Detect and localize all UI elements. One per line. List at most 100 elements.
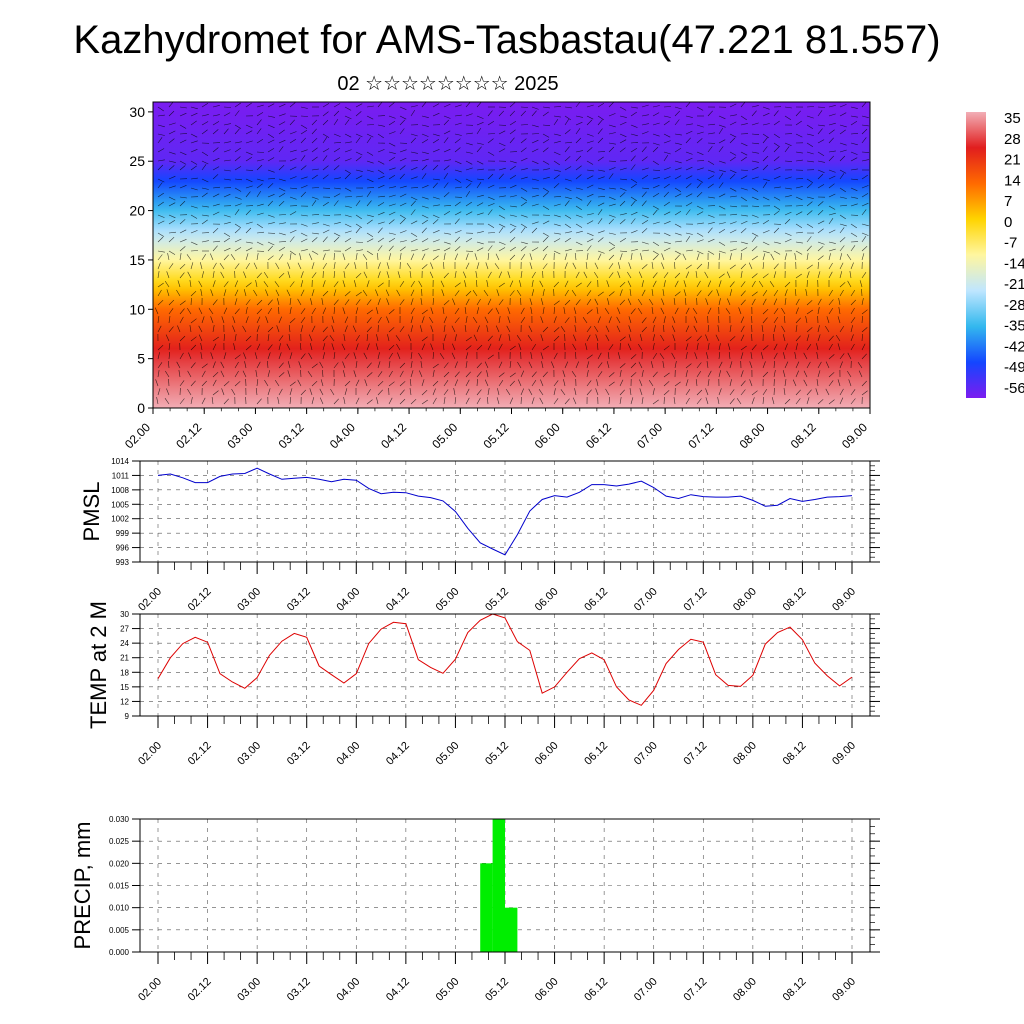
wind-arrow xyxy=(366,214,374,217)
wind-arrow xyxy=(465,336,472,342)
wind-arrow xyxy=(223,149,231,153)
wind-arrow xyxy=(454,186,462,189)
wind-arrow xyxy=(662,361,665,369)
wind-arrow xyxy=(201,219,208,225)
wind-arrow xyxy=(190,262,194,270)
x-tick-label: 08.12 xyxy=(781,740,809,768)
wind-arrow xyxy=(377,160,385,165)
wind-arrow xyxy=(322,236,328,243)
wind-arrow xyxy=(253,289,258,297)
wind-arrow xyxy=(816,379,819,387)
wind-arrow xyxy=(366,115,374,120)
wind-arrow xyxy=(560,326,566,333)
wind-arrow xyxy=(443,362,449,369)
wind-arrow xyxy=(762,220,770,225)
wind-arrow xyxy=(564,361,569,369)
wind-arrow xyxy=(463,271,467,279)
x-tick-label: 05.12 xyxy=(483,740,511,768)
wind-arrow xyxy=(476,344,483,351)
wind-arrow xyxy=(696,239,704,243)
wind-arrow xyxy=(354,280,357,288)
wind-arrow xyxy=(553,238,561,243)
wind-arrow xyxy=(212,325,215,333)
wind-arrow xyxy=(718,193,726,198)
wind-arrow xyxy=(487,354,494,360)
wind-arrow xyxy=(267,183,274,189)
wind-arrow xyxy=(432,178,440,181)
wind-arrow xyxy=(289,307,292,315)
wind-arrow xyxy=(333,193,341,198)
wind-arrow xyxy=(267,157,275,162)
wind-arrow xyxy=(322,103,330,108)
wind-arrow xyxy=(179,263,186,270)
x-tick-label: 04.12 xyxy=(384,586,412,614)
precip-bar xyxy=(505,907,518,952)
wind-arrow xyxy=(575,282,582,288)
precip-bar xyxy=(492,819,505,952)
wind-arrow xyxy=(597,137,604,144)
wind-arrow xyxy=(322,119,329,126)
wind-arrow xyxy=(212,193,220,198)
wind-arrow xyxy=(443,192,450,198)
wind-arrow xyxy=(850,203,858,207)
wind-arrow xyxy=(762,112,770,117)
wind-arrow xyxy=(300,238,308,243)
wind-arrow xyxy=(498,241,506,245)
wind-arrow xyxy=(729,221,737,225)
wind-arrow xyxy=(817,325,820,333)
wind-arrow xyxy=(850,325,853,333)
wind-arrow xyxy=(409,378,412,387)
wind-arrow xyxy=(751,105,759,108)
wind-arrow xyxy=(531,139,539,144)
wind-arrow xyxy=(168,202,176,207)
wind-arrow xyxy=(861,193,869,198)
wind-arrow xyxy=(223,289,227,297)
wind-arrow xyxy=(760,352,764,360)
wind-arrow xyxy=(685,209,691,216)
wind-arrow xyxy=(179,246,186,252)
wind-arrow xyxy=(564,115,571,121)
wind-arrow xyxy=(245,130,253,135)
wind-arrow xyxy=(267,334,270,342)
wind-arrow xyxy=(187,388,192,396)
wind-arrow xyxy=(782,334,786,342)
wind-arrow xyxy=(300,308,306,315)
wind-arrow xyxy=(773,166,781,171)
wind-arrow xyxy=(156,397,159,405)
wind-arrow xyxy=(168,360,170,369)
wind-arrow xyxy=(355,397,360,405)
y-tick-label: 15 xyxy=(129,252,145,268)
wind-arrow xyxy=(210,316,214,324)
wind-arrow xyxy=(256,128,262,135)
wind-arrow xyxy=(586,361,590,369)
wind-arrow xyxy=(817,209,824,216)
x-tick-label: 03.00 xyxy=(235,976,263,1004)
wind-arrow xyxy=(553,250,561,255)
wind-arrow xyxy=(443,103,451,108)
wind-arrow xyxy=(366,238,374,243)
wind-arrow xyxy=(795,178,804,180)
wind-arrow xyxy=(607,352,610,360)
wind-arrow xyxy=(838,307,841,315)
wind-arrow xyxy=(231,388,236,396)
wind-arrow xyxy=(685,343,689,351)
wind-arrow xyxy=(585,343,588,351)
wind-arrow xyxy=(487,271,492,279)
wind-arrow xyxy=(432,230,440,234)
wind-arrow xyxy=(432,363,439,369)
plot-frame xyxy=(139,460,871,563)
y-tick-label: 21 xyxy=(120,654,129,663)
wind-arrow xyxy=(674,187,682,193)
wind-arrow xyxy=(663,151,671,155)
wind-arrow xyxy=(298,361,302,369)
wind-arrow xyxy=(366,124,375,126)
wind-arrow xyxy=(190,205,198,209)
wind-arrow xyxy=(850,151,858,155)
wind-arrow xyxy=(762,164,769,171)
wind-arrow xyxy=(377,282,384,288)
wind-arrow xyxy=(597,202,605,207)
wind-arrow xyxy=(465,262,470,270)
wind-arrow xyxy=(212,280,216,288)
wind-arrow xyxy=(520,157,528,162)
wind-arrow xyxy=(223,141,231,144)
